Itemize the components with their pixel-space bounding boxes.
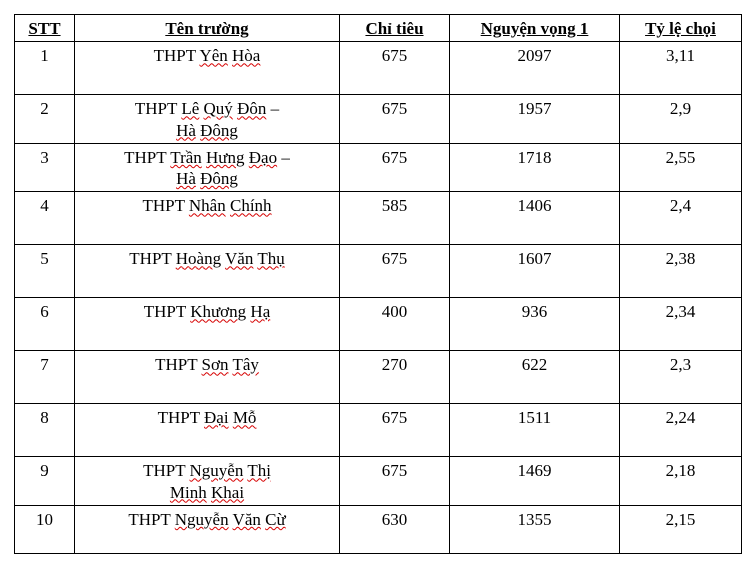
cell-ratio: 2,34: [620, 298, 742, 351]
cell-chitieu: 270: [340, 351, 450, 404]
cell-school-name: THPT Đại Mỗ: [75, 404, 340, 457]
cell-school-name: THPT Nguyễn Văn Cừ: [75, 505, 340, 553]
cell-stt: 5: [15, 245, 75, 298]
header-row: STT Tên trường Chỉ tiêu Nguyện vọng 1 Tỷ…: [15, 15, 742, 42]
cell-ratio: 2,24: [620, 404, 742, 457]
table-row: 6THPT Khương Hạ4009362,34: [15, 298, 742, 351]
table-row: 3THPT Trần Hưng Đạo –Hà Đông67517182,55: [15, 143, 742, 192]
cell-chitieu: 675: [340, 143, 450, 192]
table-row: 10THPT Nguyễn Văn Cừ63013552,15: [15, 505, 742, 553]
cell-chitieu: 400: [340, 298, 450, 351]
cell-nv1: 1957: [450, 95, 620, 144]
cell-chitieu: 675: [340, 95, 450, 144]
cell-chitieu: 675: [340, 404, 450, 457]
cell-stt: 1: [15, 42, 75, 95]
table-row: 9THPT Nguyễn ThịMinh Khai67514692,18: [15, 457, 742, 506]
table-row: 5THPT Hoàng Văn Thụ67516072,38: [15, 245, 742, 298]
table-row: 1THPT Yên Hòa67520973,11: [15, 42, 742, 95]
cell-ratio: 2,4: [620, 192, 742, 245]
cell-stt: 6: [15, 298, 75, 351]
table-row: 7THPT Sơn Tây2706222,3: [15, 351, 742, 404]
cell-stt: 10: [15, 505, 75, 553]
table-row: 8THPT Đại Mỗ67515112,24: [15, 404, 742, 457]
cell-nv1: 1406: [450, 192, 620, 245]
cell-stt: 4: [15, 192, 75, 245]
cell-chitieu: 675: [340, 42, 450, 95]
cell-school-name: THPT Khương Hạ: [75, 298, 340, 351]
cell-nv1: 2097: [450, 42, 620, 95]
cell-chitieu: 585: [340, 192, 450, 245]
cell-school-name: THPT Nhân Chính: [75, 192, 340, 245]
col-header-chitieu: Chỉ tiêu: [340, 15, 450, 42]
cell-school-name: THPT Nguyễn ThịMinh Khai: [75, 457, 340, 506]
cell-school-name: THPT Trần Hưng Đạo –Hà Đông: [75, 143, 340, 192]
table-body: 1THPT Yên Hòa67520973,112THPT Lê Quý Đôn…: [15, 42, 742, 554]
table-row: 2THPT Lê Quý Đôn –Hà Đông67519572,9: [15, 95, 742, 144]
cell-school-name: THPT Hoàng Văn Thụ: [75, 245, 340, 298]
cell-ratio: 2,3: [620, 351, 742, 404]
cell-school-name: THPT Yên Hòa: [75, 42, 340, 95]
cell-chitieu: 630: [340, 505, 450, 553]
cell-nv1: 622: [450, 351, 620, 404]
cell-stt: 2: [15, 95, 75, 144]
cell-chitieu: 675: [340, 457, 450, 506]
cell-nv1: 1511: [450, 404, 620, 457]
cell-nv1: 1469: [450, 457, 620, 506]
cell-ratio: 2,9: [620, 95, 742, 144]
col-header-name: Tên trường: [75, 15, 340, 42]
cell-chitieu: 675: [340, 245, 450, 298]
cell-ratio: 2,38: [620, 245, 742, 298]
col-header-ratio: Tỷ lệ chọi: [620, 15, 742, 42]
cell-school-name: THPT Lê Quý Đôn –Hà Đông: [75, 95, 340, 144]
cell-nv1: 936: [450, 298, 620, 351]
cell-stt: 9: [15, 457, 75, 506]
cell-stt: 3: [15, 143, 75, 192]
cell-stt: 8: [15, 404, 75, 457]
cell-nv1: 1607: [450, 245, 620, 298]
table-row: 4THPT Nhân Chính58514062,4: [15, 192, 742, 245]
cell-ratio: 2,55: [620, 143, 742, 192]
cell-ratio: 3,11: [620, 42, 742, 95]
col-header-stt: STT: [15, 15, 75, 42]
cell-nv1: 1718: [450, 143, 620, 192]
cell-ratio: 2,18: [620, 457, 742, 506]
cell-nv1: 1355: [450, 505, 620, 553]
cell-stt: 7: [15, 351, 75, 404]
col-header-nv1: Nguyện vọng 1: [450, 15, 620, 42]
schools-table: STT Tên trường Chỉ tiêu Nguyện vọng 1 Tỷ…: [14, 14, 742, 554]
cell-ratio: 2,15: [620, 505, 742, 553]
cell-school-name: THPT Sơn Tây: [75, 351, 340, 404]
